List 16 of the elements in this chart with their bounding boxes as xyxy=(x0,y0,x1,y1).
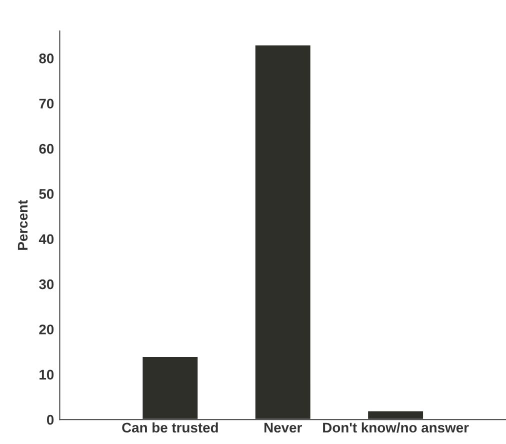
y-tick-label: 50 xyxy=(39,189,54,199)
x-tick-label: Can be trusted xyxy=(122,422,218,433)
y-tick-label: 20 xyxy=(39,324,54,334)
bar xyxy=(366,410,424,420)
bar xyxy=(141,356,200,420)
y-tick-label: 40 xyxy=(38,234,54,244)
y-tick-label: 10 xyxy=(40,370,54,380)
y-tick-label: 80 xyxy=(39,54,54,64)
x-tick-label: Don't know/no answer xyxy=(323,422,469,433)
y-axis-title: Percent xyxy=(18,200,28,250)
y-tick-label: 70 xyxy=(39,98,54,109)
y-tick-label: 0 xyxy=(46,414,54,425)
y-tick-label: 30 xyxy=(39,279,54,290)
x-tick-label: Never xyxy=(264,422,302,433)
y-tick-label: 60 xyxy=(39,144,54,154)
bar xyxy=(254,44,312,420)
